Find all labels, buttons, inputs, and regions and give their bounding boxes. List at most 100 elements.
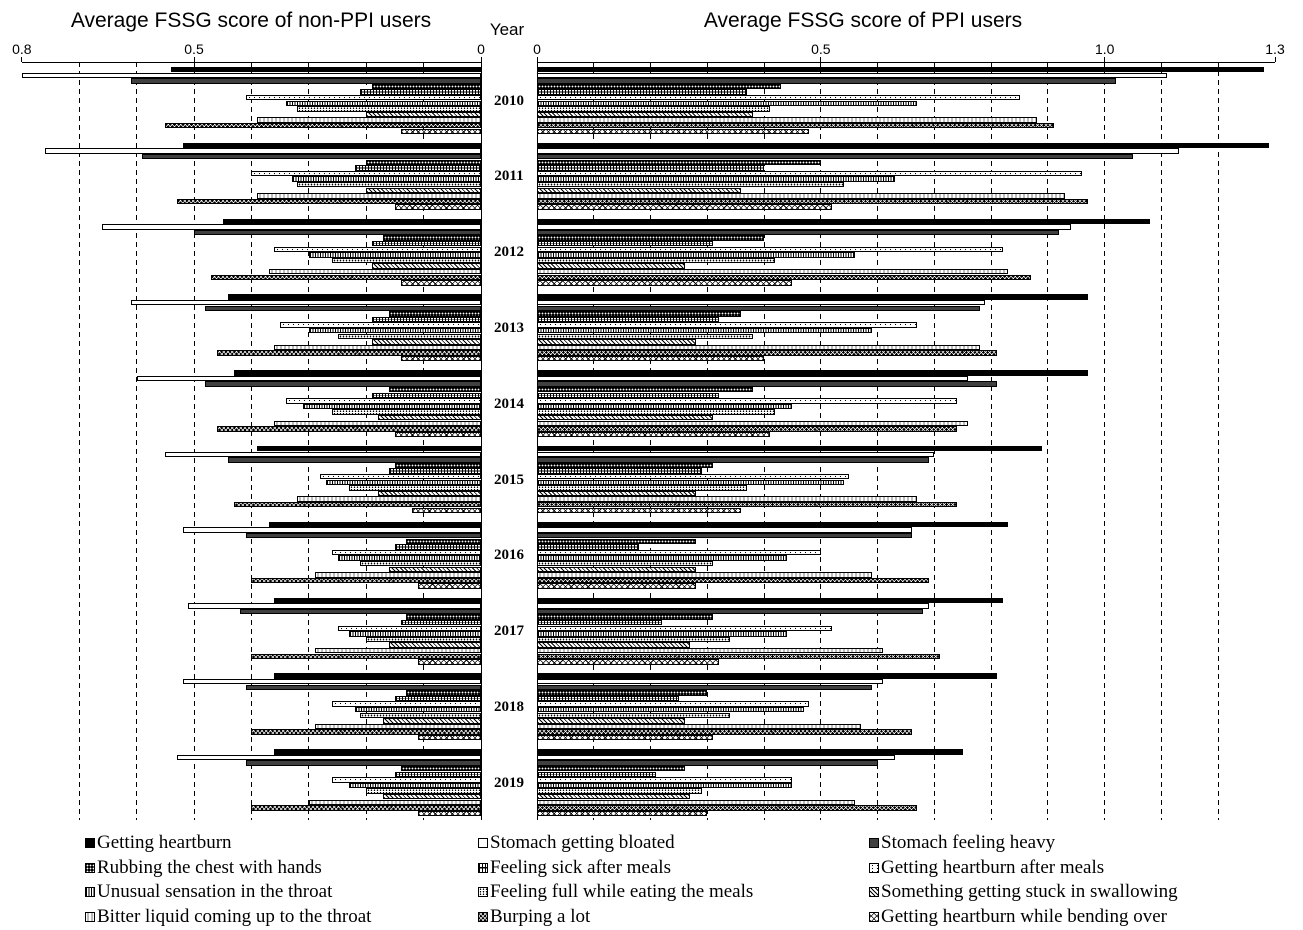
legend-label: Something getting stuck in swallowing [881,881,1178,902]
ppi-bar-2012-getting-heartburn-while-bending-over [537,280,793,286]
ppi-bar-2019-stomach-feeling-heavy [537,760,878,766]
non-ppi-bar-2013-getting-heartburn [228,294,481,300]
ppi-bar-2011-getting-heartburn-after-meals [537,170,1082,177]
ppi-bar-2014-rubbing-the-chest-with-hands [537,387,753,393]
non-ppi-bar-2013-burping-a-lot [216,350,481,356]
non-ppi-bar-2015-stomach-feeling-heavy [228,457,481,463]
ppi-bar-2016-stomach-getting-bloated [537,527,912,533]
non-ppi-bar-2014-getting-heartburn-while-bending-over [394,431,481,438]
ppi-bar-2019-getting-heartburn [537,749,963,755]
non-ppi-bar-2015-feeling-full-while-eating-the-meals [348,485,481,491]
non-ppi-bar-2011-unusual-sensation-in-the-throat [291,176,481,182]
ppi-bar-2017-burping-a-lot [537,653,941,659]
ppi-bar-2017-rubbing-the-chest-with-hands [537,614,713,620]
legend-label: Getting heartburn [97,832,232,853]
non-ppi-tick-mark [21,57,23,62]
ppi-bar-2014-getting-heartburn-after-meals [537,398,958,404]
non-ppi-bar-2013-unusual-sensation-in-the-throat [308,328,481,334]
non-ppi-bar-2011-something-getting-stuck-in-swallowing [366,187,481,193]
ppi-bar-2014-burping-a-lot [537,426,958,432]
ppi-bar-2015-rubbing-the-chest-with-hands [537,462,713,469]
non-ppi-bar-2018-burping-a-lot [251,729,481,735]
non-ppi-bar-2017-burping-a-lot [251,653,481,659]
ppi-bar-2012-getting-heartburn-after-meals [537,246,1003,252]
non-ppi-bar-2015-getting-heartburn-while-bending-over [412,507,481,513]
non-ppi-bar-2014-bitter-liquid-coming-up-to-the-throat [274,420,481,426]
ppi-bar-2016-rubbing-the-chest-with-hands [537,538,696,544]
non-ppi-bar-2012-burping-a-lot [211,274,481,280]
ppi-gridline [763,62,765,820]
non-ppi-bar-2017-rubbing-the-chest-with-hands [406,614,481,620]
ppi-gridline [933,62,935,820]
non-ppi-zero-axis-line [480,62,482,820]
non-ppi-top-axis-line [21,62,481,63]
legend-swatch-burping-a-lot [478,912,488,922]
non-ppi-gridline [365,62,367,820]
ppi-bar-2011-getting-heartburn [537,142,1270,149]
legend-label: Getting heartburn after meals [881,856,1105,878]
ppi-bar-2016-feeling-sick-after-meals [537,544,640,550]
non-ppi-bar-2012-feeling-full-while-eating-the-meals [331,257,481,264]
year-label-2011: 2011 [494,168,524,185]
ppi-gridline [1047,62,1049,820]
ppi-bar-2010-getting-heartburn-after-meals [537,95,1020,101]
ppi-bar-2011-bitter-liquid-coming-up-to-the-throat [537,193,1065,199]
non-ppi-bar-2011-burping-a-lot [176,198,481,205]
non-ppi-bar-2017-getting-heartburn [274,597,481,603]
ppi-bar-2019-feeling-sick-after-meals [537,771,657,777]
ppi-bar-2010-feeling-full-while-eating-the-meals [537,106,770,112]
ppi-bar-2010-rubbing-the-chest-with-hands [537,83,782,90]
non-ppi-bar-2016-bitter-liquid-coming-up-to-the-throat [314,572,481,578]
ppi-panel-title: Average FSSG score of PPI users [703,9,1023,32]
ppi-bar-2011-feeling-sick-after-meals [537,165,765,171]
ppi-tick-label: 1.3 [1265,41,1285,57]
ppi-tick-label: 1.0 [1094,41,1115,57]
ppi-bar-2015-bitter-liquid-coming-up-to-the-throat [537,496,918,502]
ppi-bar-2013-feeling-full-while-eating-the-meals [537,333,753,339]
non-ppi-bar-2019-feeling-sick-after-meals [394,771,481,777]
ppi-bar-2011-feeling-full-while-eating-the-meals [537,182,844,188]
non-ppi-bar-2015-getting-heartburn-after-meals [320,474,481,480]
non-ppi-bar-2019-stomach-getting-bloated [176,754,481,761]
ppi-bar-2018-feeling-sick-after-meals [537,695,679,702]
ppi-bar-2012-burping-a-lot [537,274,1031,280]
non-ppi-bar-2018-getting-heartburn-while-bending-over [417,735,481,741]
non-ppi-tick-label: 0 [477,41,485,57]
ppi-bar-2010-getting-heartburn [537,67,1264,73]
ppi-bar-2015-feeling-full-while-eating-the-meals [537,485,748,491]
non-ppi-bar-2010-stomach-getting-bloated [21,72,481,78]
ppi-bar-2010-bitter-liquid-coming-up-to-the-throat [537,117,1037,123]
ppi-bar-2011-getting-heartburn-while-bending-over [537,204,833,210]
ppi-tick-label: 0.5 [811,41,831,57]
ppi-bar-2017-stomach-getting-bloated [537,603,929,609]
ppi-gridline [593,62,595,820]
non-ppi-bar-2010-getting-heartburn-while-bending-over [400,128,481,134]
non-ppi-bar-2012-feeling-sick-after-meals [371,241,481,247]
non-ppi-bar-2010-rubbing-the-chest-with-hands [371,83,481,90]
ppi-bar-2013-getting-heartburn [537,294,1088,300]
ppi-bar-2012-bitter-liquid-coming-up-to-the-throat [537,269,1009,275]
ppi-bar-2019-bitter-liquid-coming-up-to-the-throat [537,799,855,805]
non-ppi-bar-2014-stomach-getting-bloated [136,375,481,382]
non-ppi-bar-2016-feeling-sick-after-meals [394,544,481,550]
non-ppi-bar-2019-rubbing-the-chest-with-hands [400,766,481,772]
ppi-bar-2010-burping-a-lot [537,123,1054,129]
legend-item-getting-heartburn-after-meals: Getting heartburn after meals [869,857,1104,879]
ppi-tick-mark [1104,57,1106,62]
legend-label: Rubbing the chest with hands [97,856,322,878]
non-ppi-gridline [250,62,252,820]
non-ppi-tick-mark [480,57,482,62]
legend-swatch-unusual-sensation-in-the-throat [85,887,95,897]
non-ppi-bar-2010-unusual-sensation-in-the-throat [285,100,481,106]
legend-item-stomach-feeling-heavy: Stomach feeling heavy [869,832,1055,854]
non-ppi-bar-2014-burping-a-lot [216,426,481,432]
legend-label: Feeling full while eating the meals [490,881,754,902]
legend-item-rubbing-the-chest-with-hands: Rubbing the chest with hands [85,857,322,879]
non-ppi-gridline [423,62,425,820]
ppi-bar-2018-stomach-feeling-heavy [537,684,872,690]
non-ppi-bar-2013-stomach-feeling-heavy [205,305,481,311]
ppi-bar-2014-unusual-sensation-in-the-throat [537,403,793,410]
year-label-2017: 2017 [494,623,524,640]
ppi-top-axis-line [537,62,1275,63]
non-ppi-tick-mark [193,57,195,62]
